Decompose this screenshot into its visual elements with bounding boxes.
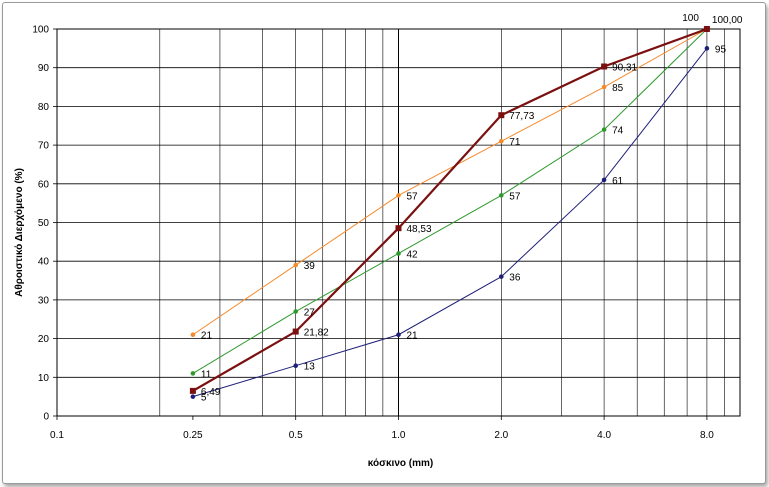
data-point (704, 46, 710, 51)
data-point (601, 127, 607, 132)
data-point (396, 193, 401, 198)
data-point (499, 138, 504, 144)
data-label: 11 (201, 369, 212, 380)
data-label: 21 (201, 331, 213, 342)
x-tick-label: 4.0 (597, 430, 611, 441)
data-label: 57 (407, 191, 419, 202)
data-label: 100 (682, 13, 699, 24)
x-tick-label: 1.0 (392, 430, 406, 441)
data-label: 90,31 (612, 63, 637, 74)
data-label: 74 (612, 126, 624, 137)
data-point (293, 262, 298, 268)
y-tick-label: 10 (38, 373, 50, 384)
chart-svg: 0 10 20 30 40 50 60 70 80 90 100 0.1 0.25 0.5 1.0 2.0 4.… (14, 13, 743, 469)
data-label: 42 (407, 249, 419, 260)
data-point-square (703, 26, 710, 32)
data-label: 85 (612, 83, 624, 94)
data-label: 57 (509, 191, 521, 202)
data-point-square (292, 328, 299, 335)
tick-layer: 0 10 20 30 40 50 60 70 80 90 100 0.1 0.25 0.5 1.0 2.0 4.… (32, 25, 714, 442)
y-tick-label: 60 (38, 179, 50, 190)
y-tick-label: 50 (38, 218, 50, 229)
y-axis-title: Αθροιστικό Διερχόμενο (%) (14, 168, 25, 297)
data-point (499, 274, 504, 279)
series-line-2 (192, 28, 708, 374)
data-label: 61 (612, 176, 624, 187)
y-tick-label: 90 (38, 63, 50, 74)
data-label: 13 (304, 362, 316, 373)
y-tick-label: 70 (38, 141, 50, 152)
data-label: 71 (509, 137, 521, 148)
data-point (190, 371, 196, 376)
data-label: 48,53 (407, 224, 432, 235)
label-layer: 5 13 21 36 61 95 11 27 42 57 74 100 21 39 57 71 85 6,49 21… (201, 13, 743, 404)
x-tick-label: 2.0 (494, 430, 508, 441)
series-line-3 (192, 28, 708, 336)
data-label: 100,00 (712, 15, 743, 26)
data-label: 77,73 (509, 111, 534, 122)
x-tick-label: 0.5 (289, 430, 303, 441)
data-label: 6,49 (201, 387, 221, 398)
data-point (601, 84, 607, 90)
data-point (293, 309, 298, 314)
data-label: 5 (201, 393, 207, 404)
y-tick-label: 40 (38, 257, 50, 268)
data-label: 39 (304, 261, 316, 272)
x-tick-label: 8.0 (700, 430, 714, 441)
y-tick-label: 30 (38, 295, 50, 306)
data-point (293, 363, 298, 368)
series-line-4 (192, 27, 708, 392)
data-label: 95 (715, 44, 727, 55)
data-point (190, 332, 196, 338)
data-point (396, 332, 401, 338)
y-tick-label: 80 (38, 102, 50, 113)
data-point-square (189, 387, 196, 394)
grid-layer (57, 28, 740, 417)
data-point (190, 394, 196, 399)
data-label: 36 (509, 273, 521, 284)
x-axis-title: κόσκινο (mm) (368, 458, 433, 469)
data-point (499, 193, 504, 198)
y-tick-label: 20 (38, 334, 50, 345)
data-point (396, 251, 401, 256)
y-tick-label: 100 (32, 25, 49, 36)
data-point-square (395, 225, 402, 232)
data-point (601, 177, 607, 183)
series-layer (189, 26, 710, 399)
data-point-square (498, 112, 505, 119)
data-label: 27 (304, 308, 316, 319)
data-label: 21 (407, 331, 419, 342)
data-label: 21,82 (304, 328, 329, 339)
data-point-square (601, 63, 608, 70)
y-tick-label: 0 (43, 412, 49, 423)
x-tick-label: 0.25 (183, 430, 203, 441)
x-tick-label: 0.1 (50, 430, 64, 441)
series-line-1 (192, 48, 708, 398)
